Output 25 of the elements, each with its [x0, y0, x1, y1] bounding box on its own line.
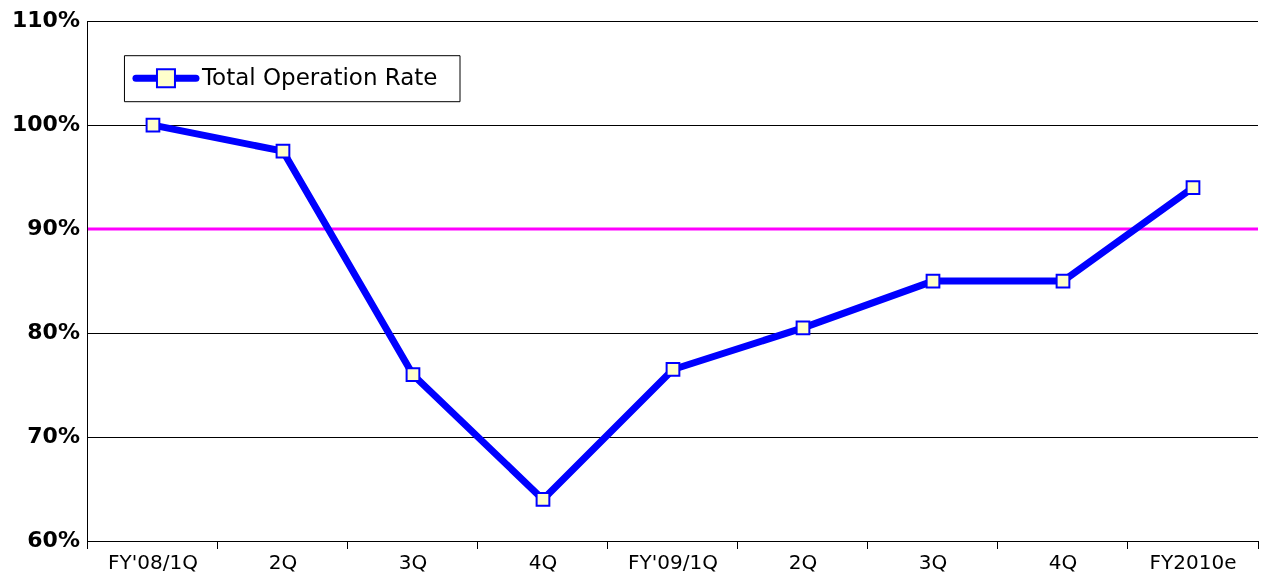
y-tick-label: 80%: [27, 318, 80, 344]
y-tick-label: 60%: [27, 526, 80, 552]
x-tick-label: 3Q: [918, 550, 948, 575]
y-tick-label: 70%: [27, 422, 80, 448]
point: [405, 367, 421, 383]
legend-label: Total Operation Rate: [200, 64, 438, 91]
point: [535, 492, 551, 507]
y-tick-label: 100%: [12, 110, 80, 136]
point: [665, 362, 681, 377]
x-tick-label: 2Q: [788, 550, 818, 575]
x-tick-label: FY'09/1Q: [628, 550, 718, 575]
point: [1185, 180, 1201, 195]
x-tick-label: 4Q: [528, 550, 558, 575]
x-tick-label: FY2010e: [1149, 550, 1237, 575]
x-tick-label: 2Q: [268, 550, 298, 575]
y-tick-label: 90%: [27, 214, 80, 240]
y-tick-label: 110%: [12, 6, 80, 32]
point: [1055, 273, 1071, 289]
point: [925, 273, 941, 289]
x-tick-label: 3Q: [398, 550, 428, 575]
x-tick-label: 4Q: [1048, 550, 1078, 575]
point: [275, 143, 291, 159]
x-tick-label: FY'08/1Q: [108, 550, 198, 575]
point: [795, 320, 811, 336]
point: [145, 117, 161, 133]
